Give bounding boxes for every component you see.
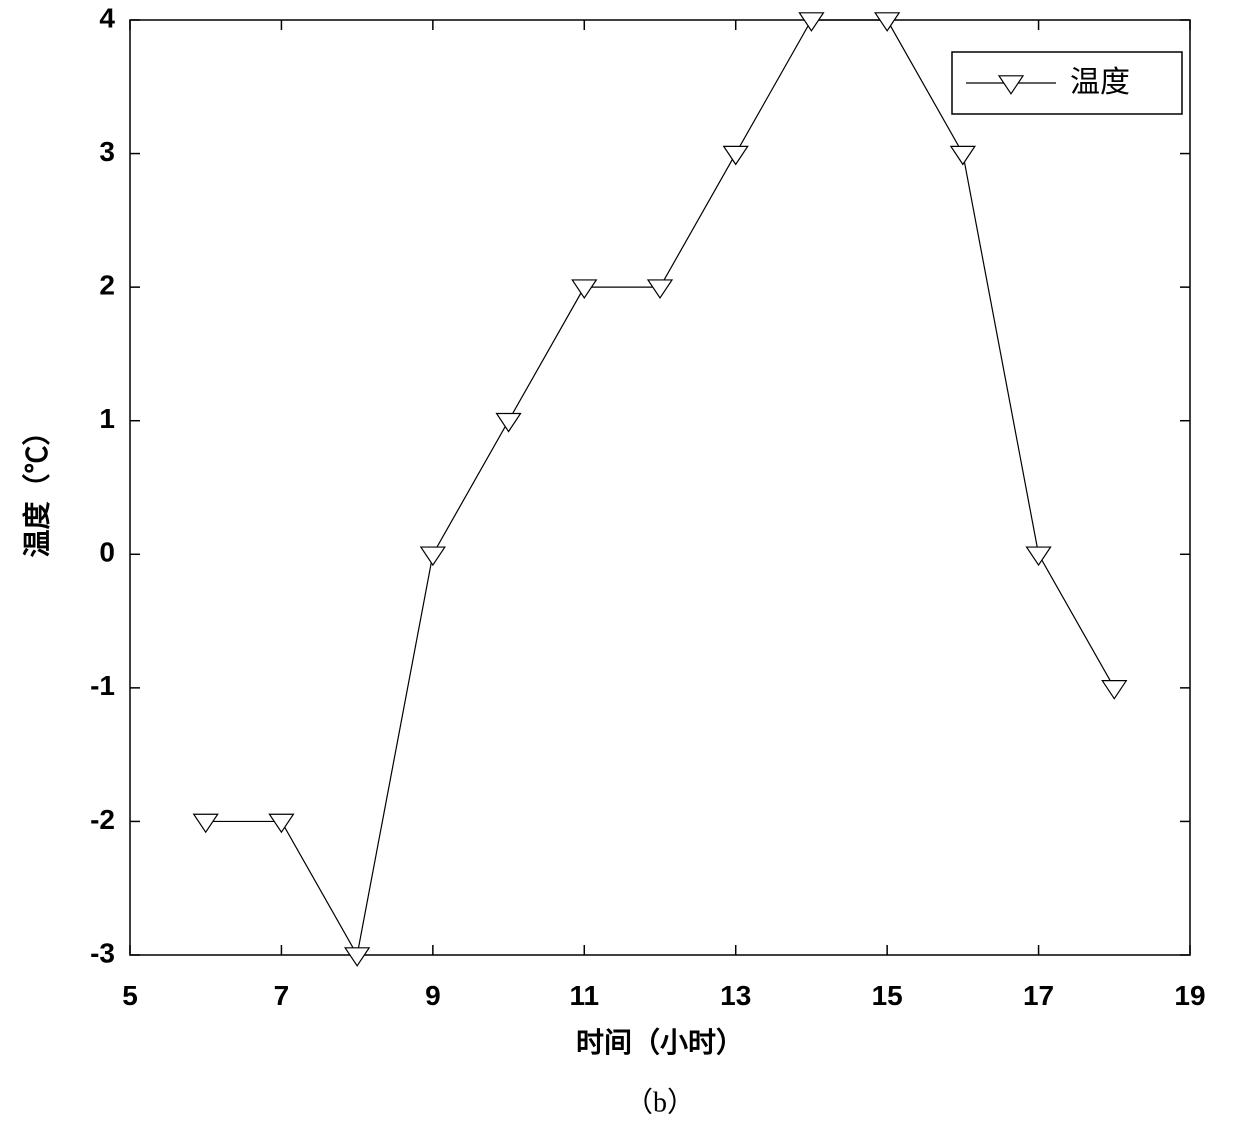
svg-text:7: 7 — [274, 980, 290, 1011]
svg-text:（b）: （b） — [625, 1086, 695, 1118]
svg-text:1: 1 — [99, 403, 115, 434]
data-marker — [194, 814, 218, 832]
svg-text:17: 17 — [1023, 980, 1054, 1011]
svg-text:-3: -3 — [90, 937, 115, 968]
svg-text:9: 9 — [425, 980, 441, 1011]
legend: 温度 — [952, 52, 1182, 114]
svg-text:0: 0 — [99, 537, 115, 568]
data-marker — [875, 13, 899, 31]
chart-container: 5 7 9 11 13 15 17 19 -3 -2 -1 0 1 2 3 4 时间（小时） 温度（℃） 温度 （b） — [0, 0, 1240, 1132]
svg-text:-2: -2 — [90, 804, 115, 835]
data-marker — [1102, 681, 1126, 699]
data-marker — [951, 146, 975, 164]
svg-text:温度: 温度 — [1070, 66, 1130, 99]
svg-text:11: 11 — [569, 980, 599, 1011]
data-marker — [345, 948, 369, 966]
temperature-line-chart: 5 7 9 11 13 15 17 19 -3 -2 -1 0 1 2 3 4 时间（小时） 温度（℃） 温度 （b） — [0, 0, 1240, 1132]
data-marker — [648, 280, 672, 298]
data-marker — [497, 414, 521, 432]
svg-text:3: 3 — [99, 136, 115, 167]
series-line — [206, 20, 1115, 955]
data-marker — [421, 547, 445, 565]
svg-text:4: 4 — [99, 2, 115, 33]
svg-text:温度（℃）: 温度（℃） — [20, 417, 53, 557]
svg-text:19: 19 — [1174, 980, 1205, 1011]
svg-text:13: 13 — [720, 980, 751, 1011]
svg-text:15: 15 — [872, 980, 903, 1011]
data-marker — [572, 280, 596, 298]
data-marker — [1027, 547, 1051, 565]
svg-text:-1: -1 — [90, 670, 115, 701]
svg-text:时间（小时）: 时间（小时） — [576, 1026, 744, 1059]
data-marker — [799, 13, 823, 31]
svg-text:2: 2 — [99, 270, 115, 301]
data-marker — [724, 146, 748, 164]
data-marker — [269, 814, 293, 832]
svg-text:5: 5 — [122, 980, 138, 1011]
